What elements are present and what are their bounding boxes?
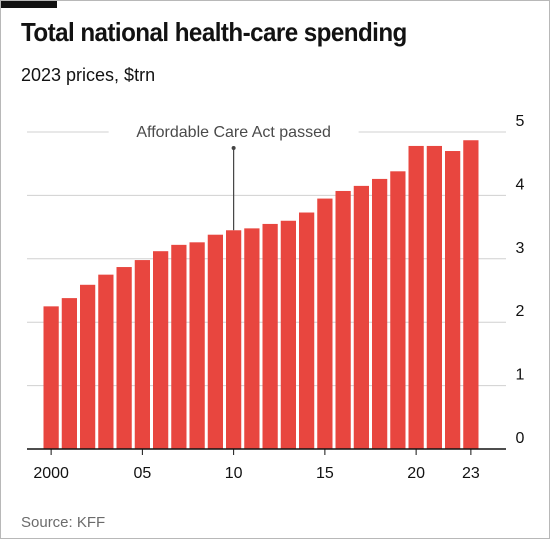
bar-2002 xyxy=(80,284,96,449)
bar-2017 xyxy=(353,185,369,449)
bar-2005 xyxy=(134,260,150,449)
y-tick-label: 1 xyxy=(516,367,525,384)
brand-top-bar xyxy=(1,1,57,8)
source-note: Source: KFF xyxy=(21,514,106,531)
x-tick-label: 05 xyxy=(133,465,151,482)
bar-2008 xyxy=(189,242,205,449)
bar-2009 xyxy=(207,234,223,449)
annotation-label: Affordable Care Act passed xyxy=(136,124,331,141)
bar-2022 xyxy=(445,151,461,449)
x-tick-label: 23 xyxy=(462,465,480,482)
x-tick-label: 2000 xyxy=(33,465,69,482)
bar-2020 xyxy=(408,145,424,449)
bar-2004 xyxy=(116,267,132,449)
bar-2013 xyxy=(280,220,296,449)
y-tick-label: 2 xyxy=(516,303,525,320)
x-tick-label: 10 xyxy=(225,465,243,482)
annotation-dot xyxy=(231,146,236,150)
bar-2016 xyxy=(335,190,351,449)
x-tick-label: 20 xyxy=(407,465,425,482)
annotation-label-bg xyxy=(108,121,359,143)
bar-2023 xyxy=(463,140,479,449)
y-tick-label: 3 xyxy=(516,240,525,257)
bar-2010 xyxy=(226,230,242,449)
y-tick-label: 0 xyxy=(516,430,525,447)
bar-2019 xyxy=(390,171,406,450)
bar-2012 xyxy=(262,223,278,449)
bar-2003 xyxy=(98,274,114,449)
bar-2015 xyxy=(317,198,333,449)
bar-2014 xyxy=(299,212,315,449)
bar-2011 xyxy=(244,228,260,449)
bar-2021 xyxy=(426,145,442,449)
y-tick-label: 4 xyxy=(516,176,525,193)
x-tick-label: 15 xyxy=(316,465,334,482)
bar-2006 xyxy=(153,251,169,449)
bar-2000 xyxy=(43,306,59,449)
bar-2018 xyxy=(372,178,388,449)
chart-subtitle: 2023 prices, $trn xyxy=(21,65,156,85)
chart-title: Total national health-care spending xyxy=(21,17,407,47)
bar-2001 xyxy=(61,298,77,449)
y-tick-label: 5 xyxy=(516,113,525,130)
bar-2007 xyxy=(171,244,187,449)
